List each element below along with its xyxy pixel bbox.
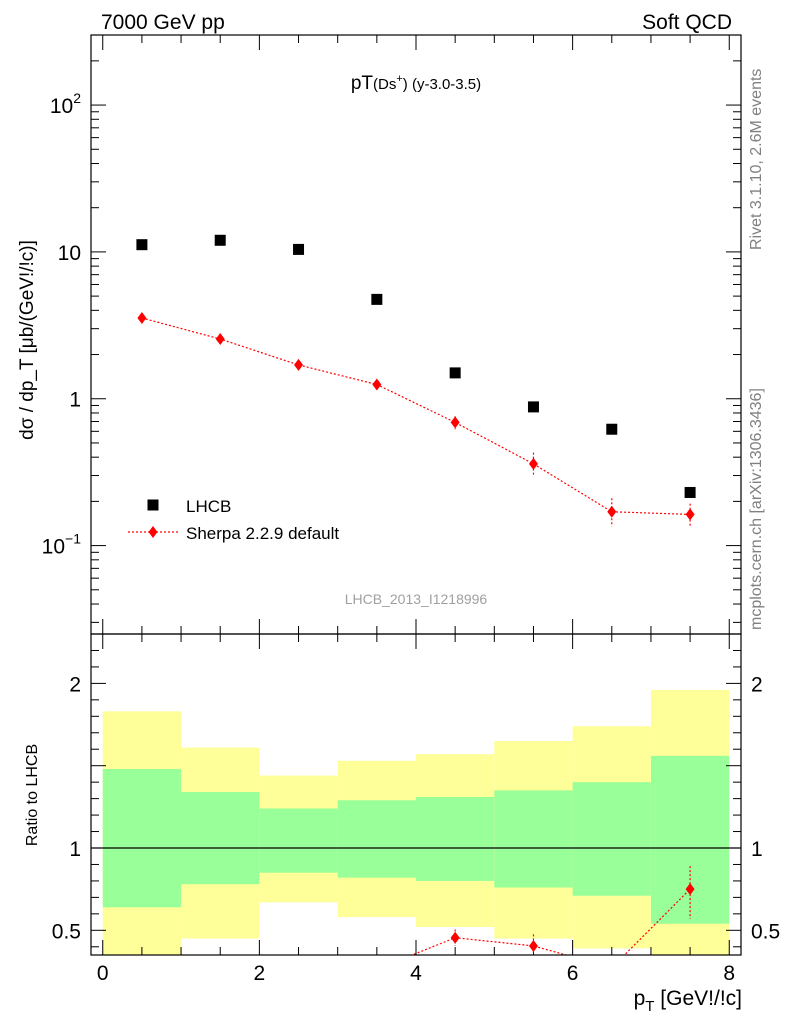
plot-title-main: pT (351, 73, 374, 94)
x-tick-label: 4 (410, 962, 422, 985)
sherpa-main-point (685, 508, 695, 521)
plot-title-rest: ) (y-3.0-3.5) (403, 76, 481, 93)
green-band (337, 800, 416, 878)
green-band (416, 796, 495, 881)
x-axis-label-sub: T (645, 998, 654, 1015)
lhcb-data-point (684, 486, 696, 498)
lhcb-data-point (449, 367, 461, 379)
x-axis-label-main: p (634, 987, 646, 1010)
legend-lhcb-label: LHCB (186, 497, 231, 516)
lhcb-data-point (214, 234, 226, 246)
legend-lhcb-marker (147, 499, 159, 511)
lhcb-data-point (136, 239, 148, 251)
main-panel: 10−1 1 10 102 LHCB Sherpa 2.2.9 default (42, 34, 742, 635)
ratio-y-axis-label: Ratio to LHCB (24, 744, 41, 846)
green-band (181, 792, 260, 885)
ratio-bands (102, 689, 730, 955)
ratio-y-tick-label-right: 1 (751, 838, 763, 861)
analysis-id: LHCB_2013_I1218996 (345, 591, 488, 607)
mcplots-label: mcplots.cern.ch [arXiv:1306.3436] (748, 388, 765, 630)
sherpa-main-point (450, 416, 460, 429)
x-tick-label: 6 (567, 962, 579, 985)
ratio-y-tick-label: 0.5 (52, 920, 81, 943)
ratio-panel: 0.5 0.5 1 1 2 2 0 2 4 6 8 (52, 633, 780, 985)
sherpa-main-point (215, 333, 225, 346)
main-y-tick-label: 102 (50, 90, 81, 118)
ratio-y-tick-label-right: 0.5 (751, 920, 780, 943)
sherpa-ratio-point (450, 931, 460, 944)
lhcb-data-point (371, 293, 383, 305)
sherpa-main-series (137, 311, 695, 528)
sherpa-main-point (607, 505, 617, 518)
sherpa-ratio-point (607, 962, 616, 974)
x-tick-label: 8 (723, 962, 735, 985)
sherpa-ratio-point (528, 939, 538, 952)
main-y-tick-label: 1 (69, 389, 81, 412)
green-band (494, 790, 573, 888)
x-axis-label: pT [GeV!/!c] (634, 987, 742, 1015)
process-label: Soft QCD (642, 11, 732, 34)
green-band (259, 808, 338, 873)
ratio-frame (90, 633, 742, 956)
ratio-y-tick-label: 2 (69, 673, 81, 696)
lhcb-data-point (293, 243, 305, 255)
x-tick-label: 2 (254, 962, 266, 985)
sherpa-main-line (141, 317, 691, 516)
lhcb-data-point (527, 401, 539, 413)
x-tick-label: 0 (97, 962, 109, 985)
ratio-y-tick-label: 1 (69, 838, 81, 861)
sherpa-ratio-point (685, 883, 695, 896)
x-axis-label-rest: [GeV!/!c] (654, 987, 742, 1010)
sherpa-main-point (294, 358, 304, 371)
lhcb-data-point (606, 423, 618, 435)
sherpa-ratio-series (372, 866, 695, 975)
plot-title: pT(Ds+) (y-3.0-3.5) (351, 73, 481, 94)
main-y-tick-label: 10 (58, 242, 81, 265)
green-band (102, 768, 182, 908)
sherpa-main-point (372, 378, 382, 391)
sherpa-main-point (528, 457, 538, 470)
plot-title-sup: + (396, 73, 402, 85)
main-frame (90, 34, 742, 635)
sherpa-ratio-point (372, 963, 381, 975)
legend-sherpa-label: Sherpa 2.2.9 default (186, 524, 339, 543)
sherpa-main-point (137, 311, 147, 324)
main-y-tick-label: 10−1 (42, 531, 82, 559)
sherpa-ratio-line (410, 888, 691, 955)
energy-label: 7000 GeV pp (101, 11, 225, 34)
rivet-label: Rivet 3.1.10, 2.6M events (748, 69, 765, 250)
main-y-axis-label: dσ / dp_T [μb/(GeV!/!c)] (17, 240, 38, 440)
green-band (572, 782, 651, 896)
legend-sherpa-marker (148, 526, 158, 538)
plot-title-sub: (Ds (373, 76, 396, 93)
ratio-y-tick-label-right: 2 (751, 673, 763, 696)
